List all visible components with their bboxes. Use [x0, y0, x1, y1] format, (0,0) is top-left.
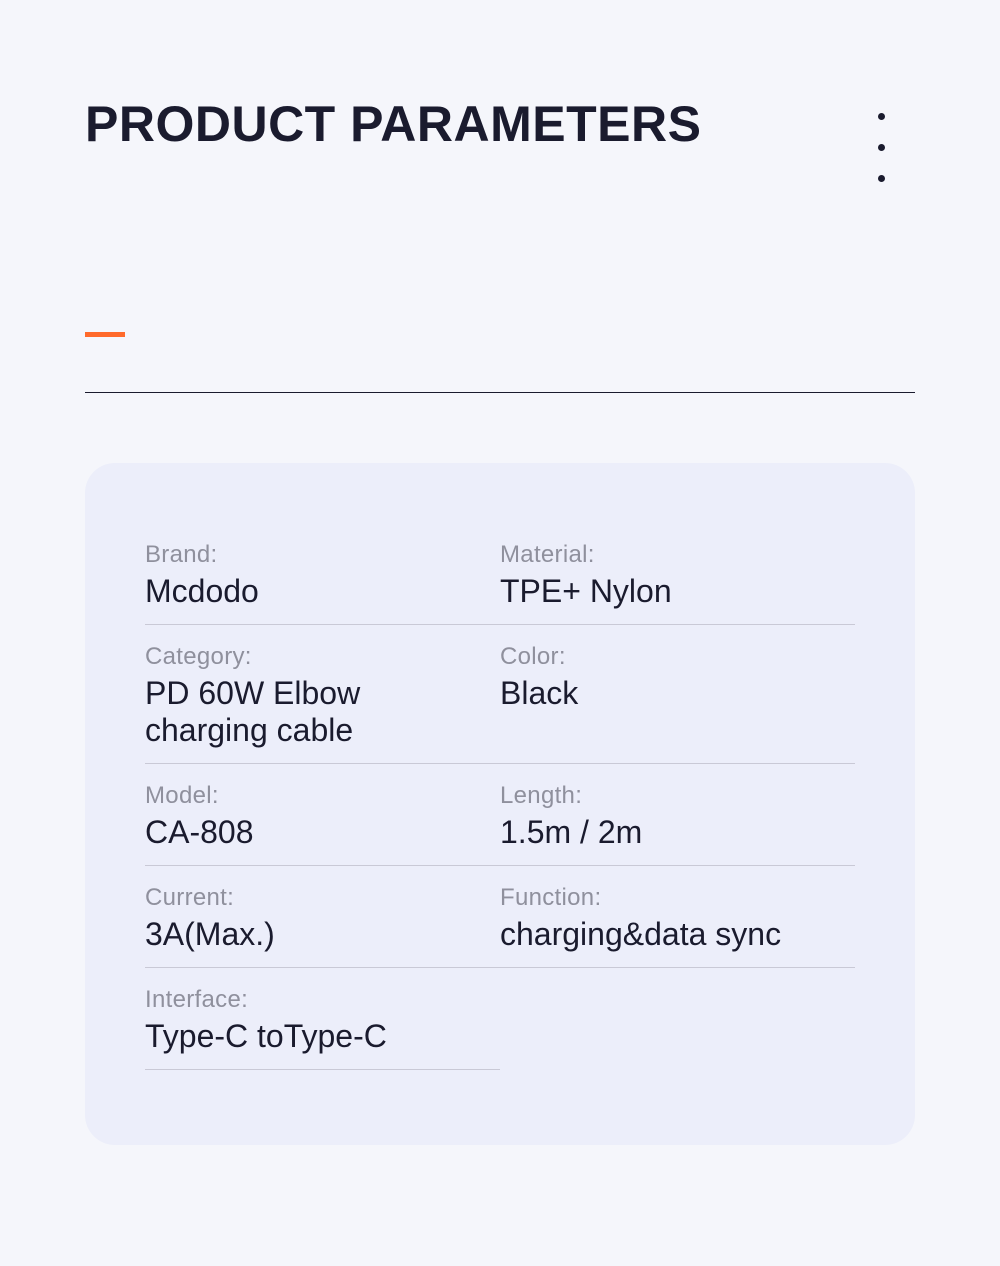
spec-label: Material:	[500, 541, 855, 569]
header-divider	[85, 392, 915, 393]
spec-color: Color: Black	[500, 625, 855, 764]
spec-label: Model:	[145, 782, 480, 810]
spec-value: 3A(Max.)	[145, 916, 480, 953]
spec-value: Black	[500, 675, 855, 712]
spec-brand: Brand: Mcdodo	[145, 523, 500, 625]
spec-label: Current:	[145, 884, 480, 912]
spec-category: Category: PD 60W Elbow charging cable	[145, 625, 500, 764]
spec-label: Length:	[500, 782, 855, 810]
spec-value: TPE+ Nylon	[500, 573, 855, 610]
spec-material: Material: TPE+ Nylon	[500, 523, 855, 625]
dot-icon	[878, 144, 885, 151]
spec-value: 1.5m / 2m	[500, 814, 855, 851]
spec-value: Type-C toType-C	[145, 1018, 480, 1055]
spec-value: PD 60W Elbow charging cable	[145, 675, 480, 749]
spec-current: Current: 3A(Max.)	[145, 866, 500, 968]
vertical-dots-icon	[878, 95, 915, 182]
spec-label: Brand:	[145, 541, 480, 569]
spec-value: charging&data sync	[500, 916, 855, 953]
spec-label: Interface:	[145, 986, 480, 1014]
spec-model: Model: CA-808	[145, 764, 500, 866]
dot-icon	[878, 175, 885, 182]
spec-label: Function:	[500, 884, 855, 912]
spec-empty	[500, 968, 855, 1070]
spec-value: CA-808	[145, 814, 480, 851]
dot-icon	[878, 113, 885, 120]
accent-bar	[85, 332, 125, 337]
specs-card: Brand: Mcdodo Material: TPE+ Nylon Categ…	[85, 463, 915, 1145]
product-parameters-page: PRODUCT PARAMETERS Brand: Mcdodo Materia…	[0, 0, 1000, 1145]
header-row: PRODUCT PARAMETERS	[85, 95, 915, 182]
specs-grid: Brand: Mcdodo Material: TPE+ Nylon Categ…	[145, 523, 855, 1070]
spec-value: Mcdodo	[145, 573, 480, 610]
spec-label: Category:	[145, 643, 480, 671]
spec-length: Length: 1.5m / 2m	[500, 764, 855, 866]
spec-function: Function: charging&data sync	[500, 866, 855, 968]
spec-interface: Interface: Type-C toType-C	[145, 968, 500, 1070]
spec-label: Color:	[500, 643, 855, 671]
page-title: PRODUCT PARAMETERS	[85, 95, 701, 153]
